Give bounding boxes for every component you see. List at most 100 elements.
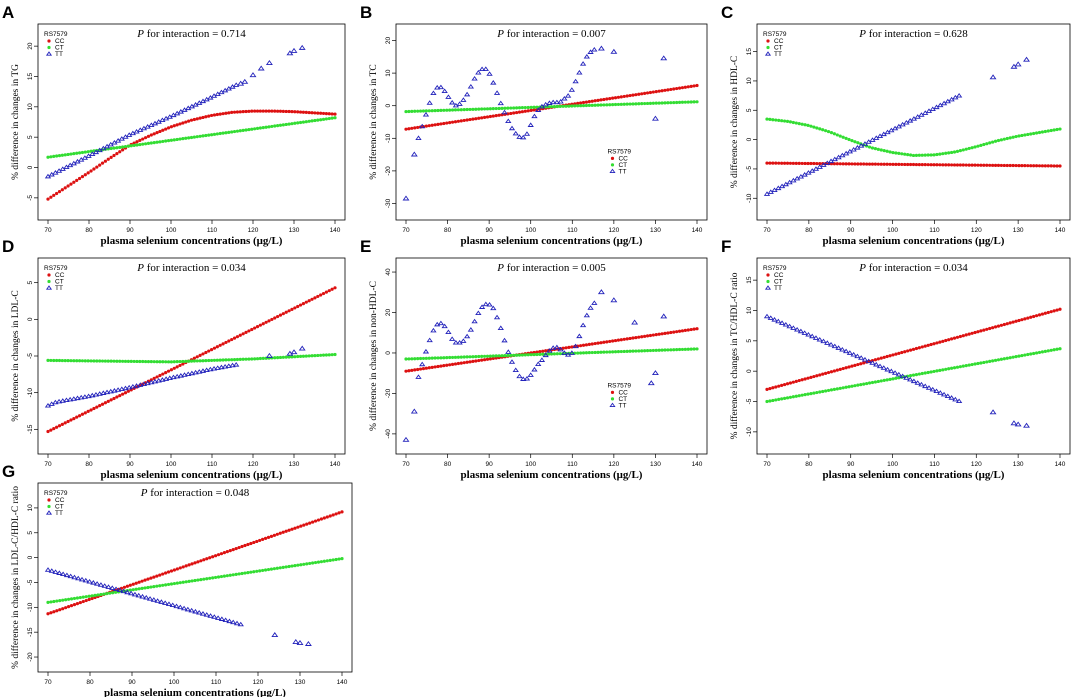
series-ct-marker [631, 102, 635, 106]
series-tt-marker [441, 323, 448, 329]
x-tick-label: 130 [289, 461, 300, 468]
series-ct-marker [118, 145, 122, 149]
series-ct-marker [818, 390, 822, 394]
series-cc-marker [480, 116, 484, 120]
series-tt-marker [508, 125, 516, 131]
series-tt-marker [922, 383, 929, 389]
series-tt-marker [92, 391, 100, 397]
series-ct-marker [471, 355, 475, 359]
series-ct-marker [835, 133, 839, 137]
x-axis-label: plasma selenium concentrations (μg/L) [101, 469, 283, 481]
series-ct-marker [298, 120, 303, 125]
series-ct-marker [648, 348, 653, 353]
series-ct-marker [1008, 356, 1012, 360]
series-tt-marker [298, 44, 306, 50]
series-cc-marker [1046, 164, 1050, 168]
series-cc-marker [471, 359, 475, 364]
series-ct-marker [471, 107, 475, 111]
series-tt-marker [410, 151, 418, 157]
series-cc-marker [596, 98, 600, 102]
x-tick-label: 110 [567, 227, 578, 234]
series-ct-marker [663, 101, 667, 105]
series-ct-marker [99, 592, 103, 597]
series-ct-marker [800, 122, 804, 126]
series-tt-marker [576, 69, 583, 75]
series-ct-marker [485, 354, 490, 358]
series-cc-marker [976, 330, 980, 334]
series-ct-marker [181, 580, 185, 584]
series-tt-marker [103, 389, 111, 395]
series-tt-marker [419, 361, 426, 367]
series-cc-marker [281, 530, 285, 534]
series-ct-marker [488, 107, 492, 111]
series-tt-marker [158, 599, 165, 604]
series-cc-marker [829, 370, 834, 374]
y-tick-label: -5 [746, 166, 753, 172]
series-cc-marker [1008, 163, 1012, 168]
series-cc-marker [517, 110, 522, 114]
series-ct-marker [581, 351, 586, 355]
series-tt-marker [214, 615, 222, 620]
series-tt-marker [165, 601, 173, 606]
series-ct-marker [155, 360, 159, 364]
series-tt-marker [120, 588, 127, 594]
legend-title: RS7579 [607, 382, 631, 389]
x-tick-label: 90 [847, 227, 855, 234]
series-ct-marker [788, 120, 793, 124]
series-cc-marker [253, 109, 257, 113]
series-ct-marker [657, 101, 661, 105]
series-ct-marker [680, 100, 685, 104]
series-ct-marker [269, 567, 274, 571]
series-tt-marker [471, 75, 478, 81]
series-ct-marker [643, 349, 647, 353]
series-ct-marker [146, 141, 151, 145]
series-cc [46, 510, 344, 616]
series-cc-marker [584, 343, 589, 347]
series-cc-marker [284, 529, 288, 533]
series-ct-marker [573, 104, 577, 108]
series-ct-marker [52, 154, 56, 159]
series-ct-marker [856, 141, 860, 145]
x-tick-label: 100 [166, 461, 177, 468]
series-cc-marker [949, 337, 954, 341]
series-cc-marker [172, 366, 176, 370]
series-ct-marker [1017, 134, 1021, 138]
series-ct-marker [628, 349, 632, 353]
series-ct-marker [230, 358, 234, 362]
series-cc-marker [602, 340, 606, 344]
series-ct-marker [276, 124, 280, 128]
series-ct-marker [891, 377, 895, 381]
series-tt-marker [59, 398, 66, 403]
x-tick-label: 130 [650, 461, 661, 468]
series-ct-marker [106, 359, 110, 363]
series-ct-marker [514, 106, 519, 110]
series-cc-marker [95, 165, 99, 169]
series-ct-marker [1032, 131, 1036, 136]
series-tt-marker [989, 74, 997, 80]
series-ct-marker [1052, 348, 1056, 352]
legend-entry: TT [774, 51, 782, 58]
x-tick-label: 80 [444, 227, 452, 234]
series-ct-marker [227, 358, 231, 362]
series-cc-marker [967, 163, 971, 167]
series-tt-marker [899, 373, 906, 379]
series-tt-marker [257, 65, 265, 71]
series-cc-marker [797, 378, 801, 383]
series-cc-marker [955, 335, 960, 339]
series-cc-marker [777, 384, 781, 388]
series-ct-marker [293, 355, 297, 359]
series-ct-marker [331, 558, 335, 562]
series-cc-marker [619, 95, 623, 99]
series-cc-marker [613, 338, 618, 343]
series-cc-marker [63, 186, 67, 190]
series-cc-marker [407, 369, 411, 373]
series-tt-marker [820, 338, 827, 344]
series-ct-marker [1014, 355, 1018, 359]
series-ct-marker [77, 359, 82, 363]
series-tt-marker [296, 639, 304, 645]
series-tt [415, 46, 598, 140]
series-ct-marker [879, 379, 883, 383]
series-cc-marker [106, 399, 110, 403]
